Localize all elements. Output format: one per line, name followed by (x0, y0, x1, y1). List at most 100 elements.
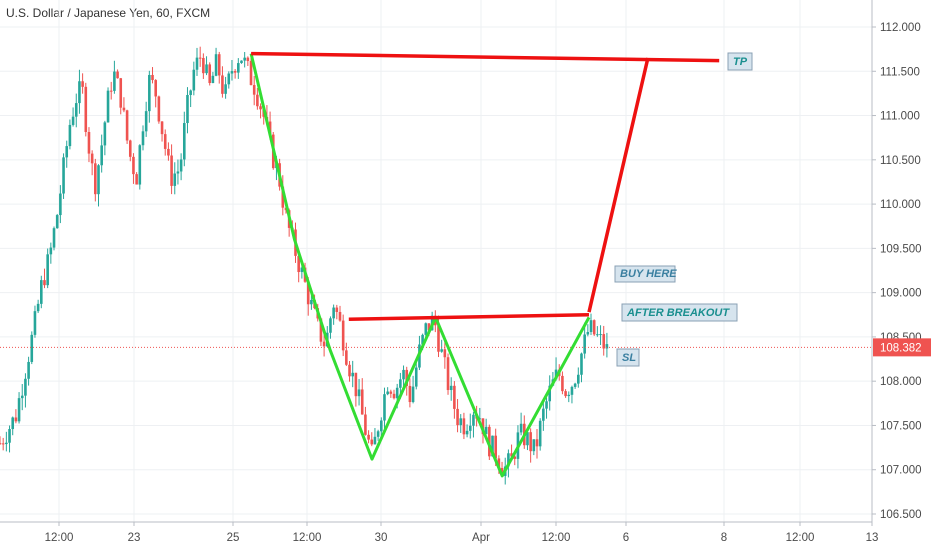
candle-body (405, 369, 409, 386)
candle-body (52, 228, 56, 248)
candle-body (332, 307, 335, 319)
candle-body (459, 418, 463, 426)
candle-body (205, 64, 208, 74)
candle-body (125, 110, 129, 141)
candle-body (78, 81, 81, 104)
annotations: TP BUY HERE AFTER BREAKOUT SL (249, 51, 753, 478)
take-profit-line (251, 51, 720, 63)
x-tick-label: 12:00 (786, 532, 815, 544)
candle-body (596, 334, 599, 336)
candle-body (173, 173, 177, 186)
candle-body (338, 311, 342, 321)
candle-body (510, 453, 513, 457)
candle-body (211, 75, 215, 84)
candle-body (453, 385, 456, 409)
candle-body (227, 73, 231, 85)
candle-body (208, 64, 212, 84)
candle-body (163, 134, 167, 149)
y-tick-label: 109.000 (880, 288, 922, 300)
candle-body (564, 391, 567, 397)
candle-body (113, 71, 116, 91)
candle-body (195, 57, 199, 70)
x-tick-label: 23 (128, 532, 141, 544)
candle-body (570, 386, 574, 395)
x-tick-label: 13 (866, 532, 879, 544)
candle-body (103, 122, 107, 146)
after-breakout-label-box (621, 303, 738, 322)
candle-body (300, 267, 304, 273)
candle-body (90, 153, 94, 164)
candle-body (532, 439, 536, 452)
grid-lines (0, 0, 873, 522)
candle-body (402, 369, 405, 380)
neckline (348, 313, 590, 321)
candle-body (494, 435, 497, 459)
candle-body (179, 159, 183, 172)
candle-body (395, 387, 399, 399)
candle-body (583, 334, 586, 354)
candle-body (87, 131, 91, 154)
candle-body (138, 145, 142, 185)
candle-body (230, 71, 234, 74)
candle-body (36, 303, 40, 312)
candle-body (545, 401, 548, 409)
candle-body (322, 341, 326, 347)
chart-title: U.S. Dollar / Japanese Yen, 60, FXCM (6, 6, 211, 20)
current-price-tag (873, 338, 931, 357)
candle-body (192, 69, 196, 91)
candle-body (144, 111, 148, 132)
candle-body (46, 254, 49, 286)
candle-body (456, 408, 459, 426)
candle-body (437, 325, 440, 352)
candle-body (599, 334, 602, 336)
candle-body (59, 193, 62, 216)
sl-label-box (616, 348, 640, 367)
candle-body (389, 391, 393, 394)
candle-body (176, 171, 180, 174)
candle-body (421, 334, 424, 345)
candle-body (154, 80, 157, 97)
candle-body (472, 414, 475, 426)
candle-body (97, 165, 100, 195)
candle-body (189, 90, 192, 95)
after-breakout-label: AFTER BREAKOUT (621, 303, 738, 322)
candle-body (84, 86, 88, 132)
candle-body (567, 394, 571, 397)
candle-body (170, 155, 173, 186)
candle-body (577, 374, 580, 384)
candle-body (243, 57, 246, 61)
candle-body (122, 107, 126, 111)
y-tick-label: 112.000 (880, 22, 921, 34)
candle-body (281, 186, 285, 208)
candle-body (580, 353, 583, 375)
candle-body (380, 420, 383, 432)
x-tick-label: 8 (721, 532, 727, 544)
candle-body (297, 255, 300, 273)
candle-body (148, 74, 151, 112)
candle-body (538, 420, 542, 447)
y-tick-label: 110.000 (880, 199, 921, 211)
candle-body (449, 385, 453, 391)
candle-body (310, 299, 313, 305)
candle-body (252, 85, 256, 95)
candle-body (30, 334, 34, 362)
candle-body (8, 429, 11, 443)
y-tick-label: 111.000 (880, 111, 920, 123)
candle-body (491, 435, 494, 457)
candle-body (224, 84, 227, 94)
candle-body (351, 372, 355, 377)
candle-body (33, 311, 37, 335)
after-breakout-label-text: AFTER BREAKOUT (626, 307, 730, 319)
candle-body (364, 414, 367, 435)
candle-body (548, 385, 552, 402)
candle-body (68, 124, 72, 147)
candle-body (151, 74, 154, 81)
candle-body (513, 456, 517, 459)
candle-body (40, 280, 43, 304)
candle-body (128, 140, 132, 157)
candle-body (414, 367, 418, 387)
candle-body (186, 94, 189, 124)
candle-body (481, 418, 485, 435)
candle-body (132, 156, 135, 175)
